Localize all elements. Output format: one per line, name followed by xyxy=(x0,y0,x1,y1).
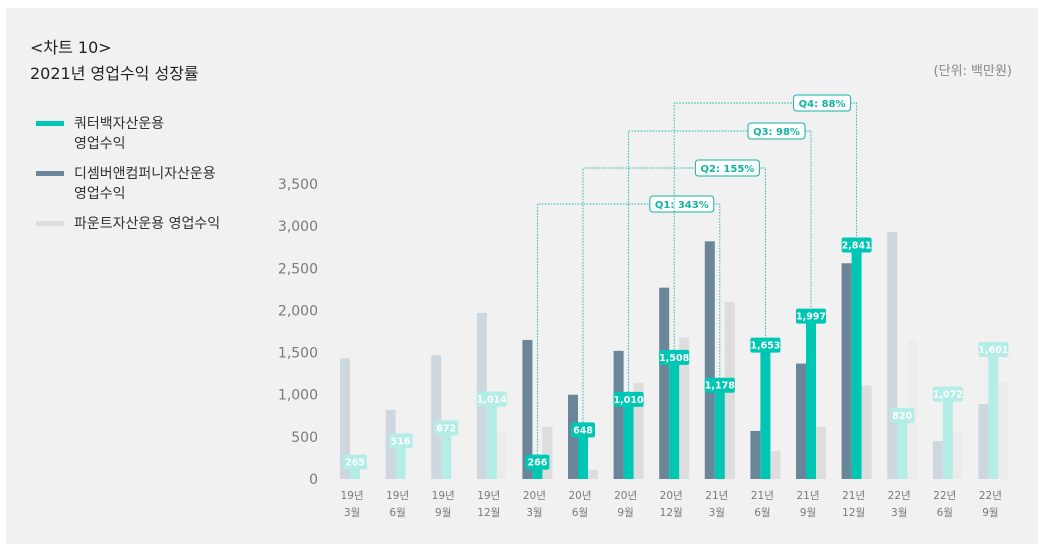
legend-text-line2: 영업수익 xyxy=(74,186,126,202)
legend-item-quarterback: 쿼터백자산운용 영업수익 xyxy=(36,114,256,154)
chart-number: <차트 10> xyxy=(30,38,112,57)
legend-swatch-december xyxy=(36,171,64,176)
unit-label: (단위: 백만원) xyxy=(933,64,1012,79)
legend-text-line1: 디셈버앤컴퍼니자산운용 xyxy=(74,166,216,182)
legend-label-december: 디셈버앤컴퍼니자산운용 영업수익 xyxy=(74,164,216,204)
legend-text-line1: 파운트자산운용 영업수익 xyxy=(74,216,221,232)
chart-card xyxy=(6,8,1038,544)
legend-text-line2: 영업수익 xyxy=(74,136,126,152)
legend-item-fount: 파운트자산운용 영업수익 xyxy=(36,214,256,234)
legend-label-quarterback: 쿼터백자산운용 영업수익 xyxy=(74,114,164,154)
legend-text-line1: 쿼터백자산운용 xyxy=(74,116,165,132)
legend: 쿼터백자산운용 영업수익 디셈버앤컴퍼니자산운용 영업수익 파운트자산운용 영업… xyxy=(36,114,256,244)
legend-label-fount: 파운트자산운용 영업수익 xyxy=(74,214,220,234)
legend-swatch-quarterback xyxy=(36,121,64,126)
legend-item-december: 디셈버앤컴퍼니자산운용 영업수익 xyxy=(36,164,256,204)
chart-title: 2021년 영업수익 성장률 xyxy=(30,64,199,83)
legend-swatch-fount xyxy=(36,221,64,226)
